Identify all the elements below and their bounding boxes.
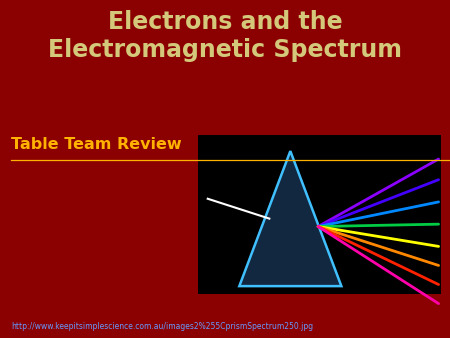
Bar bbox=[198, 135, 441, 294]
Text: Table Team Review: Table Team Review bbox=[11, 137, 182, 152]
Text: Electrons and the
Electromagnetic Spectrum: Electrons and the Electromagnetic Spectr… bbox=[48, 10, 402, 62]
Polygon shape bbox=[239, 151, 342, 286]
Text: http://www.keepitsimplescience.com.au/images2%255CprismSpectrum250.jpg: http://www.keepitsimplescience.com.au/im… bbox=[11, 321, 313, 331]
